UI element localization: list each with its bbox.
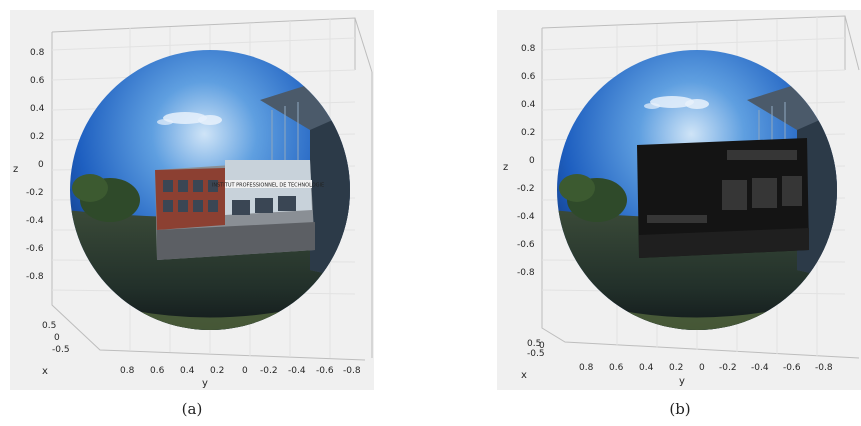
z-tick: 0 [529,156,535,166]
z-tick: -0.4 [26,216,44,226]
z-tick: -0.2 [26,188,44,198]
axes-box [541,15,860,359]
y-tick: 0.4 [639,363,654,373]
x-tick: 0 [539,341,545,351]
z-tick: -0.4 [517,212,535,222]
figure-a-panel: INSTITUT PROFESSIONNEL DE TECHNOLOGIE 0.… [10,10,374,390]
y-tick: -0.2 [719,363,737,373]
y-tick: 0.8 [120,366,135,376]
z-axis-label: z [503,162,508,173]
perspective-image-color: INSTITUT PROFESSIONNEL DE TECHNOLOGIE [155,160,324,260]
y-tick: 0 [699,363,705,373]
fisheye-sphere [557,50,837,330]
y-tick: -0.8 [343,366,361,376]
z-tick: 0.8 [30,48,45,58]
z-axis-ticks: 0.8 0.6 0.4 0.2 0 -0.2 -0.4 -0.6 -0.8 [26,48,45,282]
y-axis-label: y [202,378,208,389]
z-tick: 0.8 [521,44,536,54]
figure-b-caption: (b) [669,400,691,418]
z-axis-ticks: 0.8 0.6 0.4 0.2 0 -0.2 -0.4 -0.6 -0.8 [517,44,536,278]
x-tick: -0.5 [527,349,545,359]
y-tick: 0.2 [669,363,683,373]
z-tick: -0.8 [26,272,44,282]
x-tick: 0.5 [527,339,541,349]
x-tick: 0.5 [42,321,56,331]
figure-b-plot: 0.8 0.6 0.4 0.2 0 -0.2 -0.4 -0.6 -0.8 z … [503,15,860,387]
figure-b-panel: 0.8 0.6 0.4 0.2 0 -0.2 -0.4 -0.6 -0.8 z … [497,10,861,390]
y-tick: -0.8 [815,363,833,373]
y-tick: -0.6 [783,363,801,373]
z-tick: 0.2 [521,128,535,138]
perspective-image-dark [637,138,809,258]
y-tick: -0.2 [260,366,278,376]
y-tick: 0 [242,366,248,376]
x-tick: -0.5 [52,345,70,355]
fisheye-sphere: INSTITUT PROFESSIONNEL DE TECHNOLOGIE [70,50,350,330]
figure-a-plot: INSTITUT PROFESSIONNEL DE TECHNOLOGIE 0.… [13,17,373,389]
y-tick: 0.4 [180,366,195,376]
y-tick: 0.8 [579,363,594,373]
z-tick: -0.2 [517,184,535,194]
x-axis-ticks: 0.5 0 -0.5 [42,321,70,355]
y-tick: -0.6 [316,366,334,376]
building-sign-text: INSTITUT PROFESSIONNEL DE TECHNOLOGIE [212,183,324,189]
y-axis-label: y [679,376,685,387]
axes-box [51,17,373,361]
x-tick: 0 [54,333,60,343]
x-axis-ticks: 0.5 0 -0.5 [527,339,545,359]
z-tick: 0 [38,160,44,170]
z-tick: 0.4 [30,104,45,114]
z-tick: 0.4 [521,100,536,110]
y-tick: 0.2 [210,366,224,376]
y-tick: -0.4 [751,363,769,373]
z-tick: 0.2 [30,132,44,142]
z-tick: -0.6 [26,244,44,254]
figure-a-caption: (a) [181,400,203,418]
y-tick: 0.6 [150,366,165,376]
x-axis-label: x [521,370,527,381]
z-tick: 0.6 [521,72,536,82]
x-axis-label: x [42,366,48,377]
z-tick: -0.8 [517,268,535,278]
y-axis-ticks: 0.8 0.6 0.4 0.2 0 -0.2 -0.4 -0.6 -0.8 [120,366,361,376]
z-tick: 0.6 [30,76,45,86]
z-axis-label: z [13,164,18,175]
y-tick: -0.4 [288,366,306,376]
z-tick: -0.6 [517,240,535,250]
y-tick: 0.6 [609,363,624,373]
y-axis-ticks: 0.8 0.6 0.4 0.2 0 -0.2 -0.4 -0.6 -0.8 [579,363,833,373]
